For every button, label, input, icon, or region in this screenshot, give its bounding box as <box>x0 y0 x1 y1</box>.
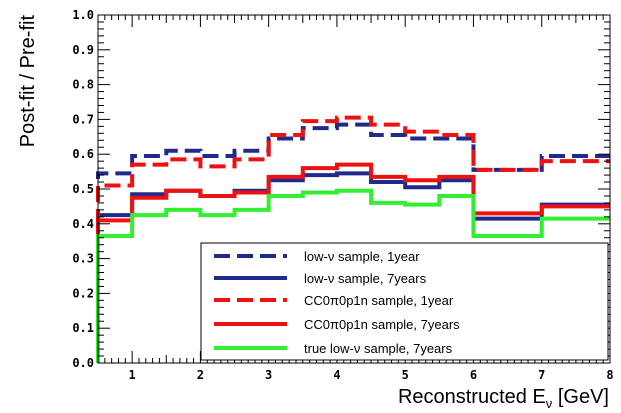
legend-entries: low-ν sample, 1year low-ν sample, 7years C… <box>214 249 460 356</box>
y-tick-label: 0.4 <box>72 217 94 231</box>
y-tick-label: 0.0 <box>72 356 94 370</box>
y-tick-label: 0.7 <box>72 112 94 126</box>
legend-label-3: CC0π0p1n sample, 7years <box>304 317 460 332</box>
x-tick-label: 2 <box>197 368 204 382</box>
y-axis-title: Post-fit / Pre-fit <box>17 15 39 148</box>
x-axis-title-main: Reconstructed E <box>398 386 546 408</box>
x-axis-title-subscript: ν <box>546 396 553 411</box>
x-axis-title: Reconstructed Eν [GeV] <box>398 386 609 411</box>
series-layer <box>96 115 610 363</box>
x-tick-label: 3 <box>265 368 272 382</box>
y-tick-label: 0.2 <box>72 286 94 300</box>
y-tick-labels: 0.0 0.1 0.2 0.3 0.4 0.5 0.6 0.7 0.8 0.9 1.0 <box>72 8 94 370</box>
x-tick-label: 4 <box>333 368 340 382</box>
y-tick-label: 0.3 <box>72 252 94 266</box>
series-line-4 <box>96 188 610 363</box>
x-tick-label: 5 <box>402 368 409 382</box>
y-tick-label: 0.5 <box>72 182 94 196</box>
legend-label-1: low-ν sample, 7years <box>304 271 427 286</box>
y-tick-label: 1.0 <box>72 8 94 22</box>
y-tick-label: 0.6 <box>72 147 94 161</box>
legend-label-2: CC0π0p1n sample, 1year <box>304 293 454 308</box>
y-tick-label: 0.1 <box>72 321 94 335</box>
series-line-2 <box>96 115 610 363</box>
y-tick-label: 0.9 <box>72 43 94 57</box>
legend: low-ν sample, 1year low-ν sample, 7years C… <box>200 242 609 361</box>
x-tick-label: 8 <box>606 368 613 382</box>
x-tick-label: 6 <box>470 368 477 382</box>
legend-label-4: true low-ν sample, 7years <box>304 341 453 356</box>
legend-label-0: low-ν sample, 1year <box>304 249 420 264</box>
x-axis-title-unit: [GeV] <box>552 386 609 408</box>
x-tick-labels: 1 2 3 4 5 6 7 8 <box>129 368 614 382</box>
x-tick-label: 1 <box>129 368 136 382</box>
x-tick-label: 7 <box>538 368 545 382</box>
series-line-3 <box>96 162 610 363</box>
y-tick-label: 0.8 <box>72 78 94 92</box>
